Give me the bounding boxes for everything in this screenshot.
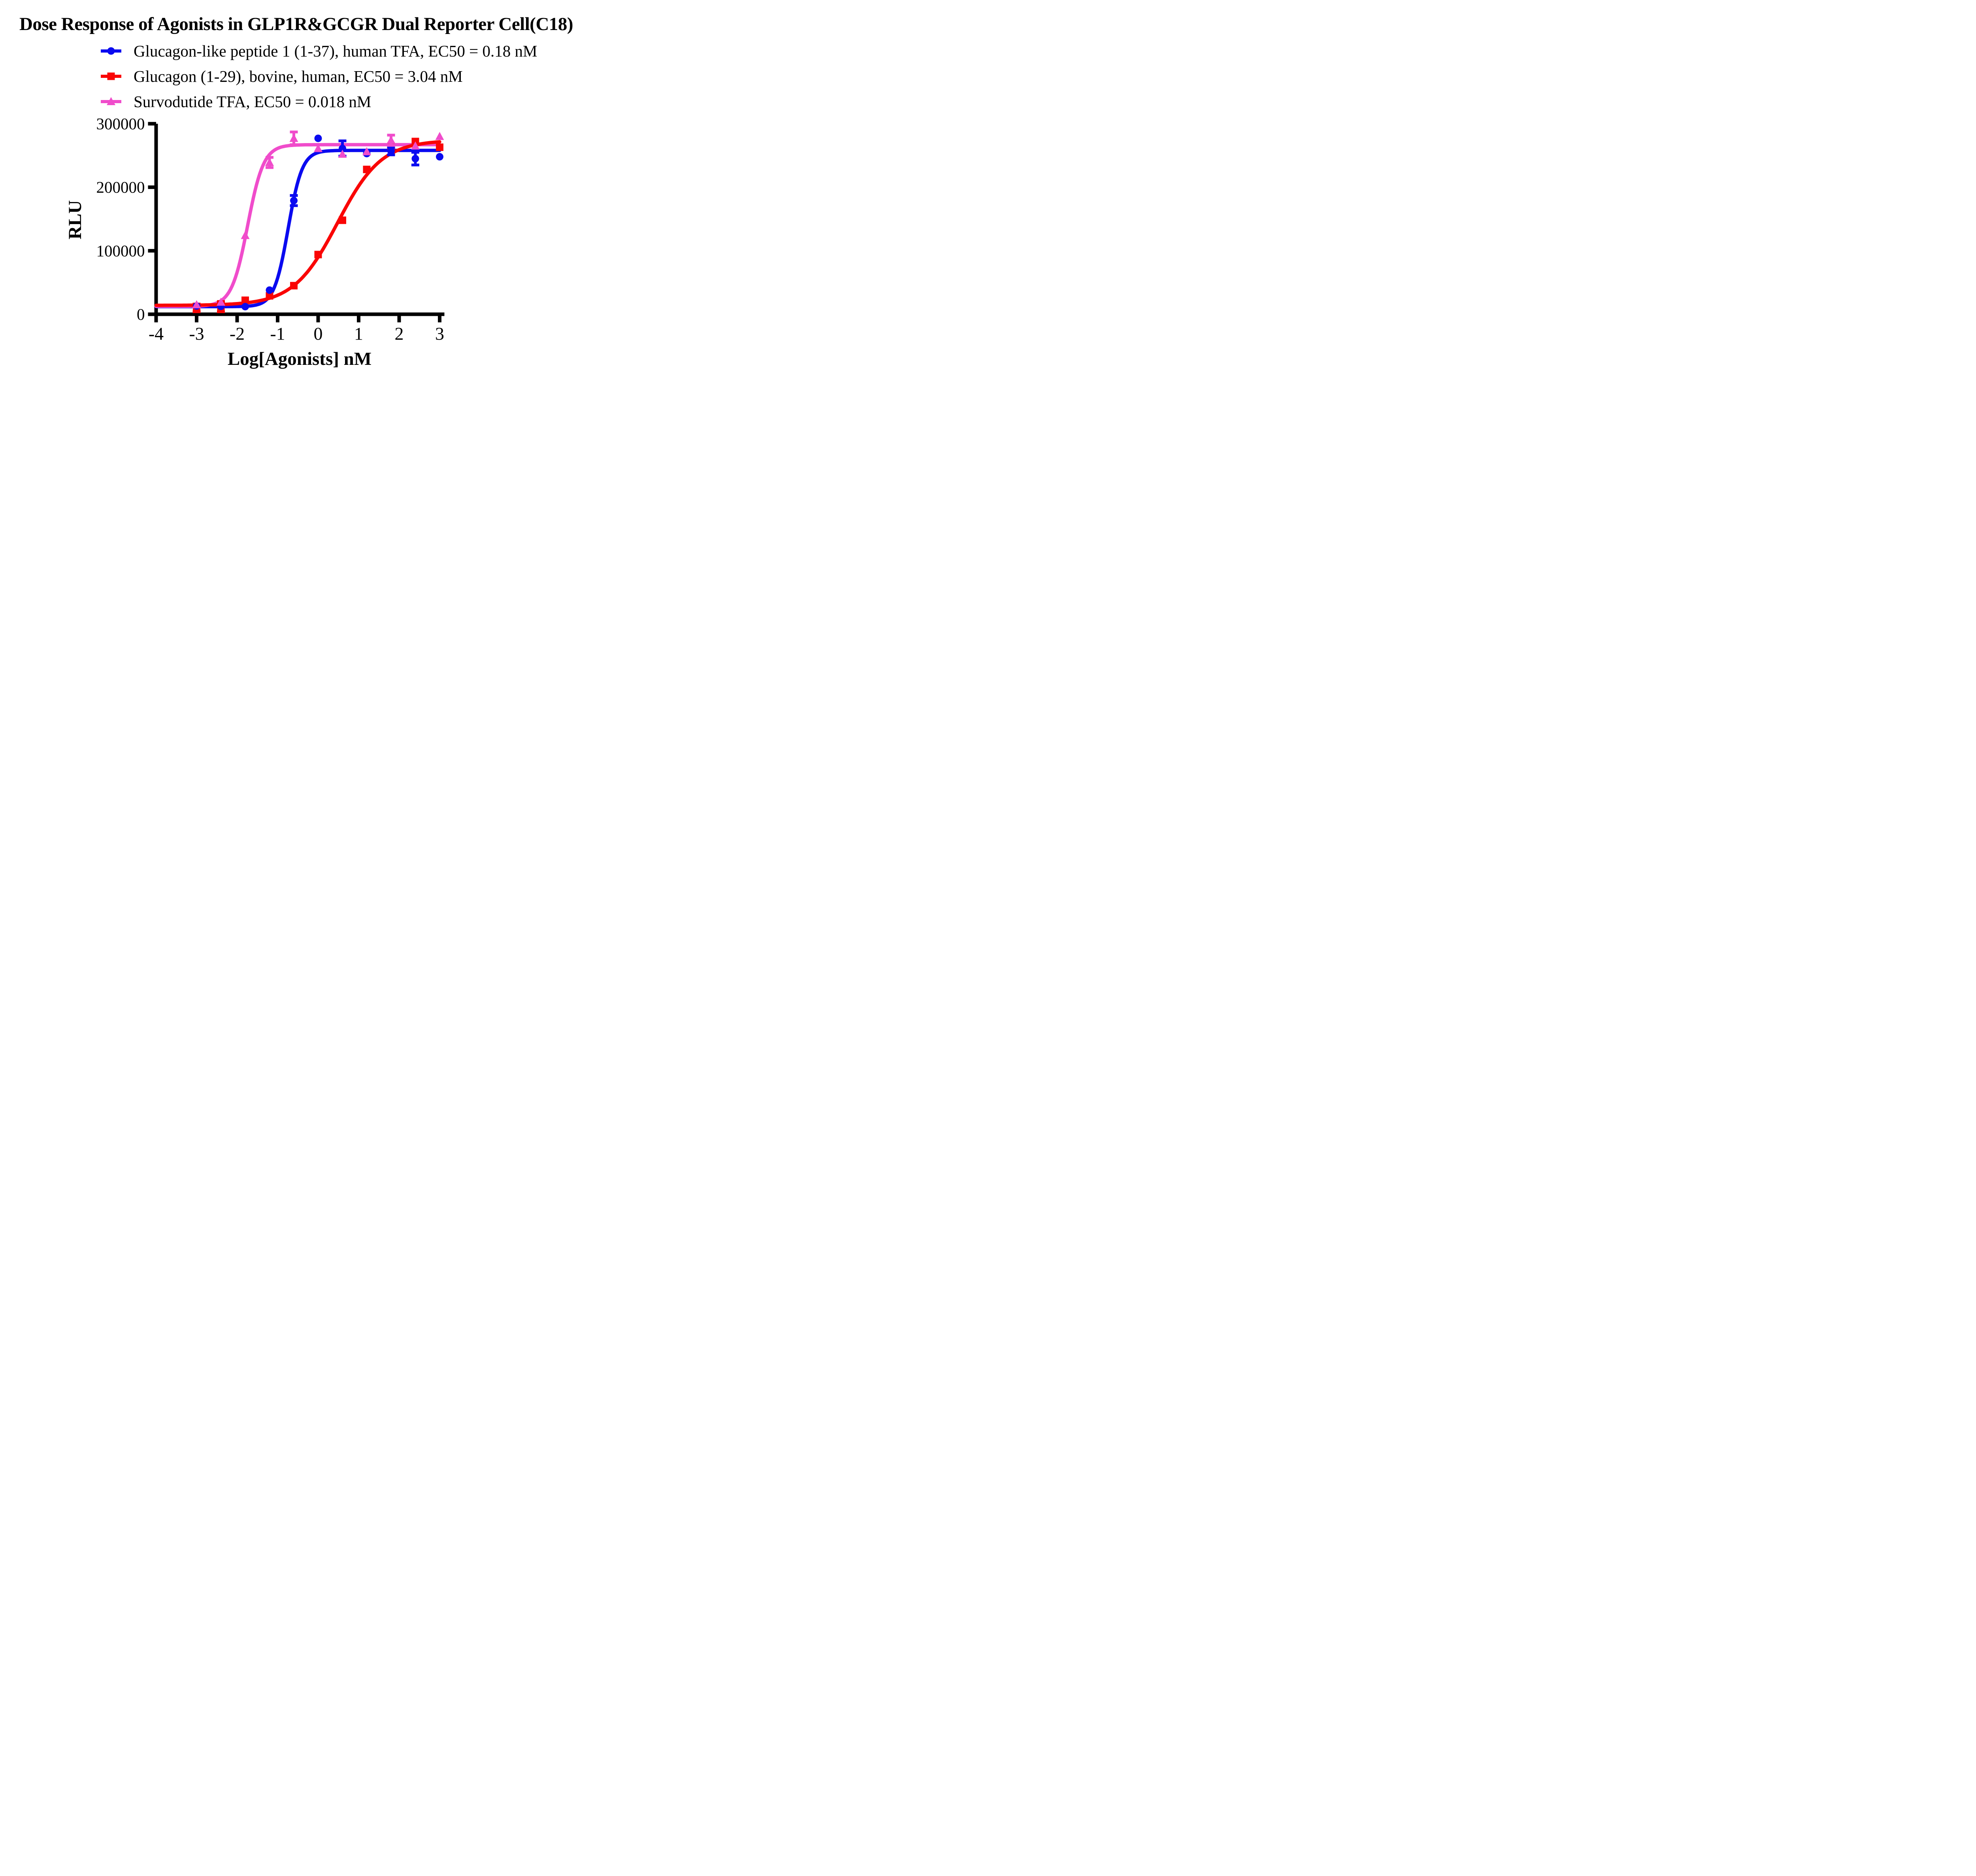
y-tick-label: 100000 [96, 242, 145, 260]
legend-item-label: Survodutide TFA, EC50 = 0.018 nM [134, 92, 371, 111]
data-point-square [436, 143, 443, 151]
legend: Glucagon-like peptide 1 (1-37), human TF… [100, 38, 537, 114]
data-point-triangle [217, 297, 225, 306]
x-tick-label: -2 [230, 324, 245, 344]
x-tick-label: -1 [270, 324, 285, 344]
data-point-triangle [411, 141, 420, 150]
legend-item: Survodutide TFA, EC50 = 0.018 nM [100, 89, 537, 114]
x-tick-label: 0 [314, 324, 323, 344]
data-point-triangle [314, 144, 322, 152]
y-axis-title: RLU [65, 200, 85, 240]
x-tick-label: -4 [149, 324, 164, 344]
data-point-circle [436, 153, 443, 161]
data-point-circle [339, 145, 346, 153]
legend-marker-triangle-icon [101, 97, 121, 105]
series-square [192, 138, 443, 313]
y-tick-label: 0 [137, 305, 145, 323]
data-point-triangle [435, 132, 444, 140]
x-tick-label: -3 [189, 324, 204, 344]
data-point-square [314, 251, 322, 259]
data-point-triangle [387, 136, 396, 144]
data-point-square [339, 216, 346, 224]
data-point-circle [314, 134, 322, 142]
data-point-square [241, 296, 249, 304]
x-tick-label: 2 [395, 324, 404, 344]
data-point-circle [266, 286, 273, 294]
data-point-triangle [192, 300, 201, 308]
x-tick-label: 1 [354, 324, 363, 344]
x-axis-title: Log[Agonists] nM [227, 349, 372, 369]
data-point-triangle [241, 231, 250, 239]
legend-item: Glucagon (1-29), bovine, human, EC50 = 3… [100, 64, 537, 89]
data-point-circle [107, 47, 115, 55]
data-point-circle [241, 303, 249, 311]
y-tick-label: 300000 [96, 115, 145, 133]
data-point-square [290, 282, 298, 290]
x-tick-label: 3 [435, 324, 444, 344]
data-point-square [107, 72, 115, 80]
chart-title: Dose Response of Agonists in GLP1R&GCGR … [19, 14, 573, 34]
figure: -4 -3 -2 -1 0 1 2 3 0 100000 200000 300000 Dose Res… [0, 0, 592, 375]
data-point-square [363, 166, 371, 174]
plot-area: -4 -3 -2 -1 0 1 2 3 0 100000 200000 300000 [96, 115, 445, 344]
data-point-triangle [362, 147, 371, 155]
data-point-circle [387, 147, 395, 155]
data-point-triangle [265, 158, 274, 166]
series-triangle [192, 130, 444, 308]
data-point-circle [411, 155, 419, 162]
data-point-square [266, 292, 273, 300]
legend-item-label: Glucagon-like peptide 1 (1-37), human TF… [134, 42, 537, 60]
legend-item-label: Glucagon (1-29), bovine, human, EC50 = 3… [134, 67, 463, 85]
fit-curve [154, 140, 441, 307]
data-point-triangle [289, 134, 298, 142]
legend-item: Glucagon-like peptide 1 (1-37), human TF… [100, 38, 537, 64]
series-circle [193, 134, 443, 311]
legend-marker-square-icon [101, 72, 121, 80]
data-point-circle [290, 196, 298, 204]
y-tick-label: 200000 [96, 178, 145, 196]
data-point-triangle [107, 97, 115, 105]
legend-marker-circle-icon [101, 47, 121, 55]
data-point-triangle [338, 149, 347, 158]
